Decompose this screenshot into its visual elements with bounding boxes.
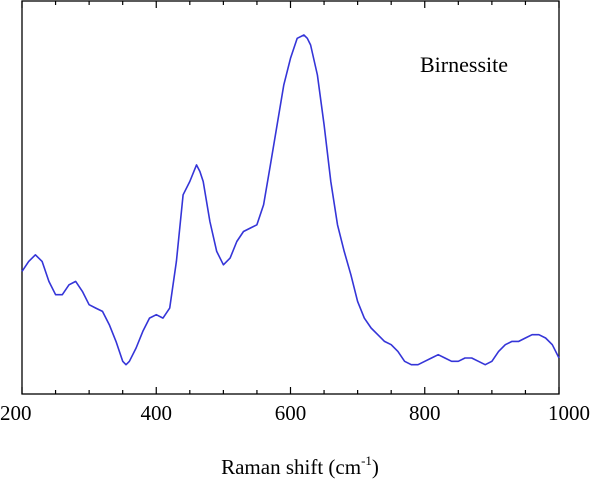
- x-ticks: [21, 1, 560, 394]
- x-tick-label-1000: 1000: [548, 401, 590, 425]
- x-axis-title-main: Raman shift (cm: [221, 455, 361, 479]
- x-tick-labels: 200 400 600 800 1000: [0, 401, 590, 425]
- x-axis-title-sup: -1: [361, 453, 372, 468]
- x-tick-label-800: 800: [409, 401, 441, 425]
- x-tick-label-400: 400: [141, 401, 173, 425]
- x-axis-title: Raman shift (cm-1): [221, 453, 379, 479]
- x-tick-label-200: 200: [0, 401, 32, 425]
- series-line: [21, 34, 560, 366]
- annotation-label: Birnessite: [420, 52, 508, 77]
- x-tick-label-600: 600: [275, 401, 307, 425]
- x-axis-title-close: ): [372, 455, 379, 479]
